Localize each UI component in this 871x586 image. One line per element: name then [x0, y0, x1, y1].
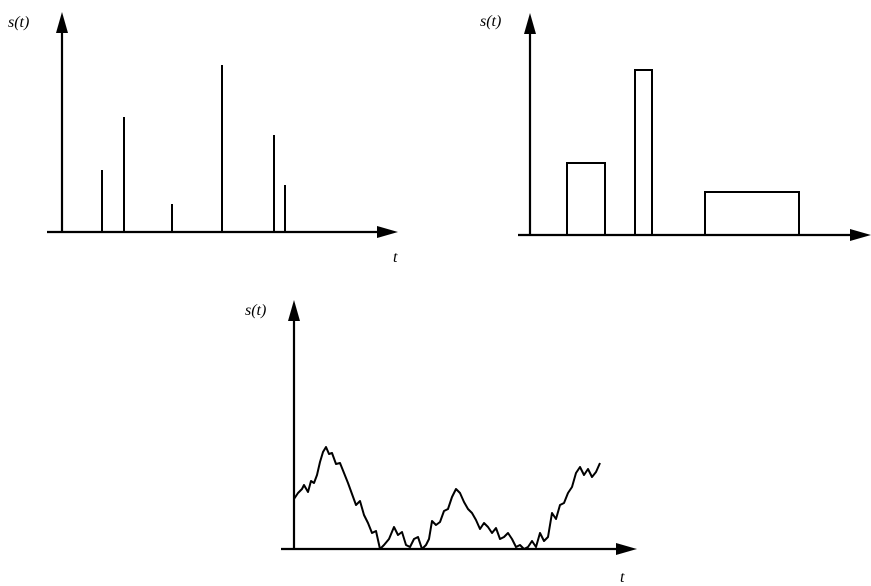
waveform-marks: [293, 446, 601, 550]
pulse-signal-plot: s(t): [480, 13, 871, 241]
t-axis-arrow: [616, 543, 637, 555]
random-signal-plot: s(t) t: [245, 300, 637, 586]
y-axis-label: s(t): [8, 14, 29, 31]
x-axis-label: t: [620, 569, 625, 586]
pulse-marks: [566, 69, 800, 236]
s-axis-arrow: [524, 13, 536, 34]
y-axis-label: s(t): [245, 302, 266, 319]
pulse-rect: [634, 69, 653, 236]
t-axis-arrow: [850, 229, 871, 241]
s-axis-arrow: [288, 300, 300, 321]
impulse-marks: [101, 65, 286, 232]
s-axis-arrow: [56, 12, 68, 33]
y-axis-label: s(t): [480, 13, 501, 30]
x-axis-label: t: [393, 249, 398, 266]
waveform-line: [293, 446, 601, 550]
pulse-rect: [566, 162, 606, 236]
impulse-signal-plot: s(t) t: [8, 12, 398, 266]
t-axis-arrow: [377, 226, 398, 238]
pulse-rect: [704, 191, 800, 236]
